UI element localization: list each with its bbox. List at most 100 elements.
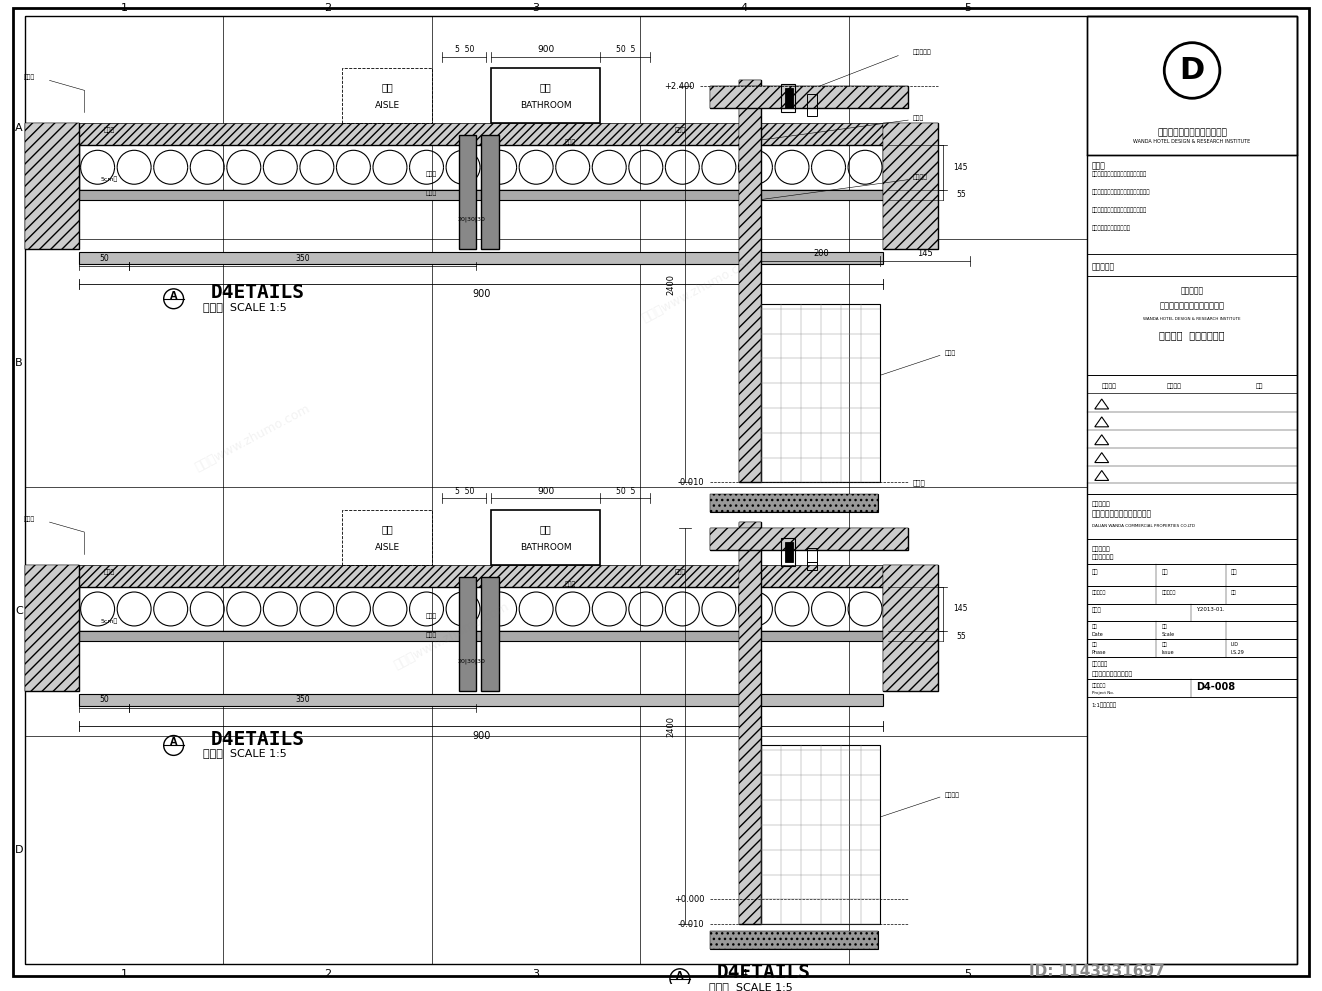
Text: DALIAN WANDA COMMERCIAL PROPERTIES CO.LTD: DALIAN WANDA COMMERCIAL PROPERTIES CO.LT… [1092, 524, 1195, 528]
Bar [739, 80, 761, 483]
Bar [710, 495, 878, 512]
Bar [79, 565, 883, 587]
Text: 200: 200 [813, 249, 829, 258]
Bar [492, 510, 600, 565]
Text: 万达广场项目: 万达广场项目 [1092, 554, 1114, 560]
Text: WANDA HOTEL DESIGN & RESEARCH INSTITUTE: WANDA HOTEL DESIGN & RESEARCH INSTITUTE [1144, 317, 1241, 321]
Text: A: A [15, 123, 22, 133]
Text: 日期: 日期 [1092, 624, 1097, 629]
Bar [459, 135, 476, 249]
Text: 145: 145 [953, 605, 968, 613]
Bar [710, 528, 908, 550]
Bar [342, 510, 432, 565]
Text: 大理石: 大理石 [564, 582, 576, 587]
Bar [1087, 376, 1297, 495]
Text: 900: 900 [472, 730, 490, 740]
Bar [710, 528, 908, 550]
Text: D4ETAILS: D4ETAILS [718, 963, 812, 982]
Text: A: A [676, 971, 683, 981]
Text: 图纸名称：: 图纸名称： [1092, 661, 1108, 667]
Bar [883, 123, 937, 249]
Bar [25, 123, 79, 249]
Bar [781, 84, 795, 112]
Bar [1087, 679, 1297, 697]
Text: 1: 1 [120, 969, 127, 979]
Text: 钢制门框: 钢制门框 [914, 174, 928, 180]
Text: 50: 50 [99, 696, 108, 705]
Bar [1087, 495, 1297, 539]
Text: 55: 55 [956, 190, 965, 199]
Text: AISLE: AISLE [374, 543, 399, 552]
Bar [785, 88, 793, 108]
Text: Phase: Phase [1092, 650, 1107, 655]
Bar [761, 304, 880, 483]
Text: D: D [15, 844, 22, 854]
Text: 大样图  SCALE 1:5: 大样图 SCALE 1:5 [710, 982, 793, 991]
Text: 天花板: 天花板 [103, 569, 115, 575]
Bar [1087, 155, 1297, 254]
Text: 设计单位：: 设计单位： [1181, 286, 1203, 295]
Text: 室内设计  标准井点节点: 室内设计 标准井点节点 [1159, 331, 1224, 341]
Bar [883, 565, 937, 691]
Text: D4ETAILS: D4ETAILS [212, 730, 305, 749]
Text: 大样图  SCALE 1:5: 大样图 SCALE 1:5 [204, 748, 287, 758]
Text: 工程名称：: 工程名称： [1092, 546, 1110, 552]
Text: 20|30|30: 20|30|30 [457, 658, 485, 664]
Bar [79, 694, 883, 706]
Bar [492, 68, 600, 123]
Text: 2: 2 [324, 3, 330, 13]
Text: 图号：: 图号： [1092, 607, 1101, 613]
Text: 修改内容: 修改内容 [1166, 384, 1182, 388]
Text: 素材网www.zhumo.com: 素材网www.zhumo.com [640, 253, 760, 325]
Text: LID: LID [1231, 642, 1239, 647]
Bar [1087, 586, 1297, 604]
Bar [761, 745, 880, 925]
Text: 踢脚线: 踢脚线 [426, 632, 438, 638]
Text: 素材网www.zhumo.com: 素材网www.zhumo.com [391, 601, 512, 672]
Text: 浴室: 浴室 [539, 82, 551, 92]
Text: 5  50: 5 50 [455, 46, 475, 55]
Text: 大理石: 大理石 [945, 351, 956, 356]
Bar [710, 495, 878, 512]
Text: 4: 4 [740, 3, 748, 13]
Text: 设计依据：甲方提供建筑施工图及方案图: 设计依据：甲方提供建筑施工图及方案图 [1092, 189, 1150, 195]
Text: 走廊: 走廊 [381, 82, 393, 92]
Bar [1087, 564, 1297, 586]
Text: D4ETAILS: D4ETAILS [212, 283, 305, 302]
Text: 大连万达商业产设份有限公司: 大连万达商业产设份有限公司 [1092, 509, 1151, 518]
Text: 说明：: 说明： [1092, 162, 1105, 170]
Text: 350: 350 [295, 696, 309, 705]
Text: BATHROOM: BATHROOM [520, 101, 571, 110]
Bar [1087, 657, 1297, 679]
Text: 900: 900 [472, 288, 490, 299]
Bar [883, 123, 937, 249]
Bar [806, 548, 817, 562]
Text: 地板找平层: 地板找平层 [914, 50, 932, 55]
Text: 5cm厚: 5cm厚 [100, 176, 118, 182]
Text: 材料说明：: 材料说明： [1092, 262, 1114, 272]
Bar [710, 86, 908, 108]
Bar [883, 565, 937, 691]
Text: B: B [15, 359, 22, 369]
Bar [79, 123, 883, 145]
Text: 阶段: 阶段 [1092, 642, 1097, 647]
Text: 比例: 比例 [1161, 624, 1167, 629]
Text: 1:1打印校对：: 1:1打印校对： [1092, 702, 1117, 708]
Bar [1087, 16, 1297, 964]
Text: 大样图  SCALE 1:5: 大样图 SCALE 1:5 [204, 301, 287, 312]
Text: 版次: 版次 [1161, 642, 1167, 647]
Bar [459, 577, 476, 691]
Text: 2400: 2400 [666, 274, 676, 295]
Bar [1087, 16, 1297, 155]
Bar [785, 542, 793, 562]
Text: 标准管井门类节点立面图: 标准管井门类节点立面图 [1092, 671, 1133, 677]
Bar [781, 538, 795, 566]
Text: 50  5: 50 5 [616, 487, 635, 496]
Text: I.S.29: I.S.29 [1231, 650, 1244, 655]
Text: 5  50: 5 50 [455, 487, 475, 496]
Text: 踢脚线: 踢脚线 [426, 190, 438, 196]
Bar [79, 189, 883, 199]
Text: 3: 3 [533, 969, 539, 979]
Text: 145: 145 [953, 163, 968, 171]
Text: +2.400: +2.400 [664, 82, 695, 91]
